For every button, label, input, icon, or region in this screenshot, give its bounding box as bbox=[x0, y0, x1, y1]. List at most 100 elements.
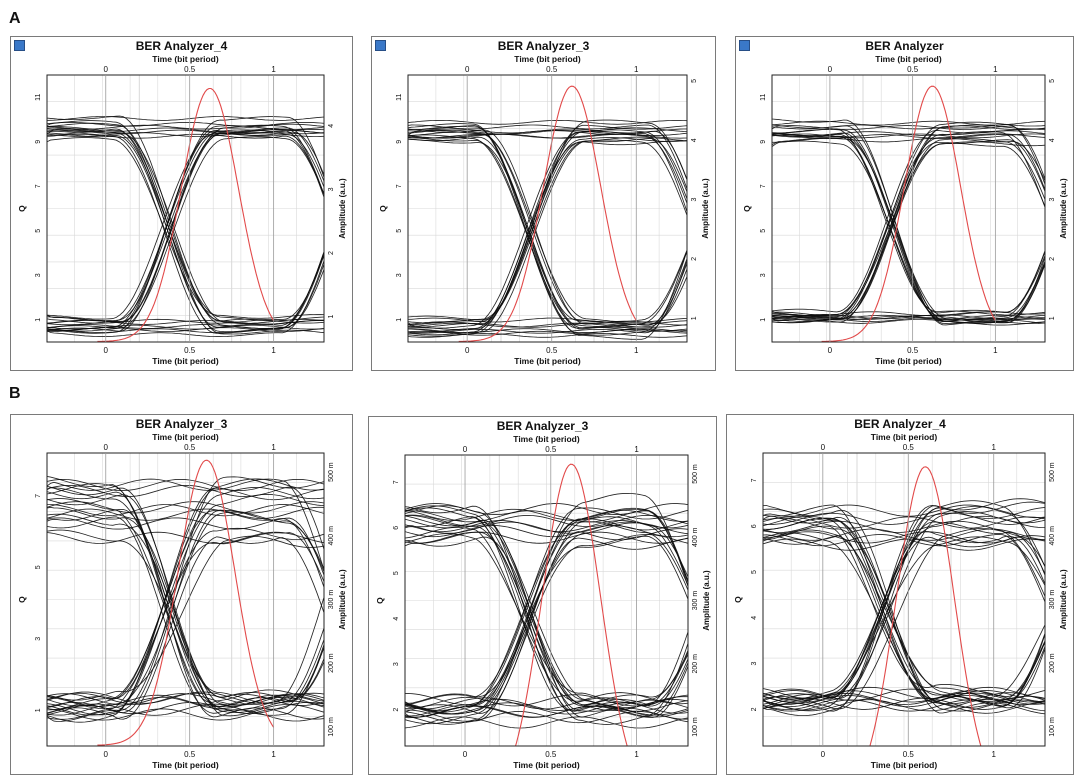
eye-trace bbox=[763, 538, 1045, 551]
y-tick-label: 3 bbox=[751, 662, 758, 666]
x-axis-title-top: Time (bit period) bbox=[514, 54, 581, 64]
eye-trace bbox=[408, 129, 687, 329]
eye-trace bbox=[763, 690, 1045, 703]
chart-svg: 0 0 0.5 0.5 1 1 2 3 4 5 6 7 100 m 200 m 300 m 400 m 500 … bbox=[733, 432, 1068, 770]
eye-trace bbox=[47, 126, 324, 335]
eye-trace bbox=[47, 131, 324, 332]
eye-trace bbox=[408, 137, 687, 321]
y-axis-title: Q bbox=[378, 205, 388, 212]
eye-trace bbox=[47, 129, 324, 322]
x-tick-label-top: 0.5 bbox=[184, 443, 196, 452]
eye-trace bbox=[408, 136, 687, 334]
y-tick-label: 5 bbox=[393, 571, 400, 575]
eye-trace bbox=[772, 118, 1045, 326]
eye-trace bbox=[47, 487, 324, 708]
q-factor-curve bbox=[514, 463, 628, 746]
x-tick-label: 0 bbox=[104, 346, 109, 355]
eye-trace bbox=[405, 507, 688, 725]
y-tick-label: 2 bbox=[751, 707, 758, 711]
chart-panel: BER Analyzer_4 0 0 0.5 0.5 1 1 2 3 4 5 6 7 100 m 200 … bbox=[726, 414, 1074, 775]
eye-trace bbox=[47, 476, 324, 722]
eye-trace bbox=[47, 484, 324, 550]
y-tick-label: 3 bbox=[396, 273, 403, 277]
eye-trace bbox=[763, 500, 1045, 700]
eye-trace bbox=[47, 136, 324, 332]
eye-trace bbox=[763, 528, 1045, 716]
eye-trace bbox=[772, 137, 1045, 324]
x-tick-label: 0.5 bbox=[903, 750, 915, 759]
y2-tick-label: 3 bbox=[1049, 198, 1056, 202]
eye-trace bbox=[405, 711, 688, 724]
y2-tick-label: 1 bbox=[691, 316, 698, 320]
y2-tick-label: 100 m bbox=[1049, 717, 1056, 737]
y-tick-label: 1 bbox=[35, 318, 42, 322]
y-tick-label: 7 bbox=[35, 494, 42, 498]
eye-trace bbox=[772, 251, 1045, 321]
eye-trace bbox=[772, 133, 1045, 318]
eye-trace bbox=[408, 136, 687, 332]
eye-trace bbox=[763, 508, 1045, 705]
x-axis-title-top: Time (bit period) bbox=[871, 432, 938, 442]
eye-trace bbox=[763, 517, 1045, 700]
eye-trace bbox=[408, 140, 687, 325]
eye-trace bbox=[47, 260, 324, 338]
y2-tick-label: 4 bbox=[1049, 138, 1056, 142]
eye-trace bbox=[772, 317, 1045, 323]
eye-trace bbox=[47, 116, 324, 121]
y-axis-title: Q bbox=[17, 596, 27, 603]
eye-trace bbox=[47, 487, 324, 708]
eye-trace bbox=[47, 536, 324, 720]
y-tick-label: 5 bbox=[35, 229, 42, 233]
x-tick-label: 0 bbox=[465, 346, 470, 355]
y2-tick-label: 5 bbox=[1049, 79, 1056, 83]
eye-trace bbox=[763, 534, 1045, 603]
x-tick-label-top: 0.5 bbox=[907, 65, 919, 74]
eye-trace bbox=[47, 504, 324, 517]
eye-trace bbox=[47, 493, 324, 716]
x-tick-label-top: 1 bbox=[271, 65, 276, 74]
x-tick-label: 0 bbox=[828, 346, 833, 355]
eye-trace bbox=[408, 322, 687, 328]
eye-trace bbox=[47, 527, 324, 720]
x-tick-label-top: 0 bbox=[465, 65, 470, 74]
eye-trace bbox=[47, 485, 324, 708]
y2-axis-title: Amplitude (a.u.) bbox=[338, 178, 347, 239]
app-icon bbox=[375, 40, 386, 51]
eye-trace bbox=[47, 531, 324, 544]
eye-trace bbox=[408, 124, 687, 326]
eye-trace bbox=[408, 128, 687, 326]
eye-trace bbox=[47, 133, 324, 195]
y2-tick-label: 3 bbox=[328, 187, 335, 191]
eye-trace bbox=[763, 498, 1045, 710]
y-tick-label: 5 bbox=[396, 229, 403, 233]
y2-tick-label: 1 bbox=[1049, 316, 1056, 320]
y2-tick-label: 4 bbox=[691, 138, 698, 142]
chart-svg: 0 0 0.5 0.5 1 1 2 3 4 5 6 7 100 m 200 m 300 m 400 m 500 … bbox=[375, 434, 711, 770]
eye-trace bbox=[405, 658, 688, 715]
eye-trace bbox=[763, 634, 1045, 712]
eye-trace bbox=[763, 692, 1045, 706]
eye-trace bbox=[408, 260, 687, 334]
eye-trace bbox=[772, 141, 1045, 318]
eye-trace bbox=[47, 475, 324, 703]
y2-tick-label: 200 m bbox=[328, 653, 335, 673]
gridlines bbox=[408, 75, 687, 342]
chart-title: BER Analyzer_3 bbox=[497, 39, 590, 53]
x-tick-label-top: 0.5 bbox=[546, 65, 558, 74]
x-tick-label-top: 0 bbox=[463, 445, 468, 454]
eye-trace bbox=[408, 124, 687, 190]
row-label-a: A bbox=[9, 10, 21, 27]
y2-axis-title: Amplitude (a.u.) bbox=[702, 570, 711, 631]
y-axis-title: Q bbox=[17, 205, 27, 212]
x-tick-label: 0.5 bbox=[546, 346, 558, 355]
y-tick-label: 11 bbox=[35, 94, 42, 101]
eye-trace bbox=[763, 506, 1045, 701]
eye-trace bbox=[47, 478, 324, 571]
x-axis-title: Time (bit period) bbox=[875, 356, 942, 366]
eye-trace bbox=[47, 498, 324, 711]
y-tick-label: 1 bbox=[760, 318, 767, 322]
eye-trace bbox=[47, 124, 324, 195]
eye-trace bbox=[408, 128, 687, 134]
x-tick-label-top: 0.5 bbox=[903, 443, 915, 452]
